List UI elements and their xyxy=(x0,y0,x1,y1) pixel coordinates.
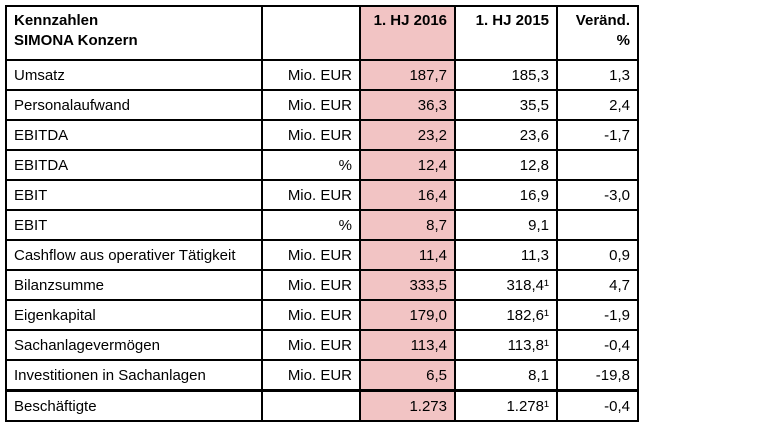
table-row-beschaeftigte: Beschäftigte 1.273 1.278¹ -0,4 xyxy=(5,389,639,422)
row-value-2015: 12,8 xyxy=(454,149,558,181)
row-change: -3,0 xyxy=(556,179,639,211)
table-row-ebit-eur: EBIT Mio. EUR 16,4 16,9 -3,0 xyxy=(5,179,639,211)
row-value-2015: 1.278¹ xyxy=(454,389,558,422)
row-unit: Mio. EUR xyxy=(261,89,361,121)
header-change-line1: Veränd. xyxy=(575,12,630,29)
row-unit: Mio. EUR xyxy=(261,179,361,211)
header-col-change: Veränd. % xyxy=(556,5,639,61)
row-value-2015: 11,3 xyxy=(454,239,558,271)
table-row-eigenkapital: Eigenkapital Mio. EUR 179,0 182,6¹ -1,9 xyxy=(5,299,639,331)
row-change: -0,4 xyxy=(556,329,639,361)
table-row-sachanlagevermoegen: Sachanlagevermögen Mio. EUR 113,4 113,8¹… xyxy=(5,329,639,361)
row-value-2015: 35,5 xyxy=(454,89,558,121)
row-unit: Mio. EUR xyxy=(261,119,361,151)
row-label: Bilanzsumme xyxy=(5,269,263,301)
header-title-line2: SIMONA Konzern xyxy=(14,31,138,49)
table-row-ebitda-pct: EBITDA % 12,4 12,8 xyxy=(5,149,639,181)
header-unit-cell xyxy=(261,5,361,61)
row-change xyxy=(556,209,639,241)
row-value-2015: 23,6 xyxy=(454,119,558,151)
row-value-2016: 8,7 xyxy=(359,209,456,241)
row-label: EBITDA xyxy=(5,149,263,181)
row-value-2016: 187,7 xyxy=(359,59,456,91)
table-row-bilanzsumme: Bilanzsumme Mio. EUR 333,5 318,4¹ 4,7 xyxy=(5,269,639,301)
row-change: -0,4 xyxy=(556,389,639,422)
row-label: Personalaufwand xyxy=(5,89,263,121)
row-label: EBIT xyxy=(5,179,263,211)
row-unit: Mio. EUR xyxy=(261,239,361,271)
row-unit: Mio. EUR xyxy=(261,329,361,361)
table-row-cashflow: Cashflow aus operativer Tätigkeit Mio. E… xyxy=(5,239,639,271)
header-change-line2: % xyxy=(616,31,630,49)
header-title-line1: Kennzahlen xyxy=(14,12,99,29)
row-change: -1,7 xyxy=(556,119,639,151)
header-col-2016: 1. HJ 2016 xyxy=(359,5,456,61)
header-title-cell: Kennzahlen SIMONA Konzern xyxy=(5,5,263,61)
row-value-2016: 23,2 xyxy=(359,119,456,151)
row-unit: % xyxy=(261,149,361,181)
row-label: Beschäftigte xyxy=(5,389,263,422)
row-value-2015: 9,1 xyxy=(454,209,558,241)
row-value-2015: 318,4¹ xyxy=(454,269,558,301)
row-value-2016: 11,4 xyxy=(359,239,456,271)
kennzahlen-table: Kennzahlen SIMONA Konzern 1. HJ 2016 1. … xyxy=(5,5,639,422)
row-change: -19,8 xyxy=(556,359,639,392)
row-value-2016: 36,3 xyxy=(359,89,456,121)
row-value-2016: 333,5 xyxy=(359,269,456,301)
header-col-2015: 1. HJ 2015 xyxy=(454,5,558,61)
table-header-row: Kennzahlen SIMONA Konzern 1. HJ 2016 1. … xyxy=(5,5,639,61)
row-unit: Mio. EUR xyxy=(261,299,361,331)
row-unit xyxy=(261,389,361,422)
table-row-investitionen: Investitionen in Sachanlagen Mio. EUR 6,… xyxy=(5,359,639,392)
row-value-2015: 182,6¹ xyxy=(454,299,558,331)
row-value-2015: 16,9 xyxy=(454,179,558,211)
row-value-2016: 16,4 xyxy=(359,179,456,211)
row-label: EBIT xyxy=(5,209,263,241)
row-label: EBITDA xyxy=(5,119,263,151)
row-change: 2,4 xyxy=(556,89,639,121)
table-row-personalaufwand: Personalaufwand Mio. EUR 36,3 35,5 2,4 xyxy=(5,89,639,121)
row-label: Sachanlagevermögen xyxy=(5,329,263,361)
row-value-2016: 1.273 xyxy=(359,389,456,422)
table-row-umsatz: Umsatz Mio. EUR 187,7 185,3 1,3 xyxy=(5,59,639,91)
row-change: -1,9 xyxy=(556,299,639,331)
row-change: 1,3 xyxy=(556,59,639,91)
row-value-2016: 6,5 xyxy=(359,359,456,392)
row-label: Eigenkapital xyxy=(5,299,263,331)
row-unit: Mio. EUR xyxy=(261,359,361,392)
row-unit: Mio. EUR xyxy=(261,269,361,301)
row-label: Cashflow aus operativer Tätigkeit xyxy=(5,239,263,271)
row-change xyxy=(556,149,639,181)
row-change: 4,7 xyxy=(556,269,639,301)
row-value-2015: 8,1 xyxy=(454,359,558,392)
row-value-2015: 113,8¹ xyxy=(454,329,558,361)
table-row-ebitda-eur: EBITDA Mio. EUR 23,2 23,6 -1,7 xyxy=(5,119,639,151)
row-label: Umsatz xyxy=(5,59,263,91)
row-value-2016: 179,0 xyxy=(359,299,456,331)
row-value-2016: 113,4 xyxy=(359,329,456,361)
row-value-2016: 12,4 xyxy=(359,149,456,181)
row-change: 0,9 xyxy=(556,239,639,271)
row-value-2015: 185,3 xyxy=(454,59,558,91)
row-unit: % xyxy=(261,209,361,241)
row-unit: Mio. EUR xyxy=(261,59,361,91)
row-label: Investitionen in Sachanlagen xyxy=(5,359,263,392)
table-row-ebit-pct: EBIT % 8,7 9,1 xyxy=(5,209,639,241)
